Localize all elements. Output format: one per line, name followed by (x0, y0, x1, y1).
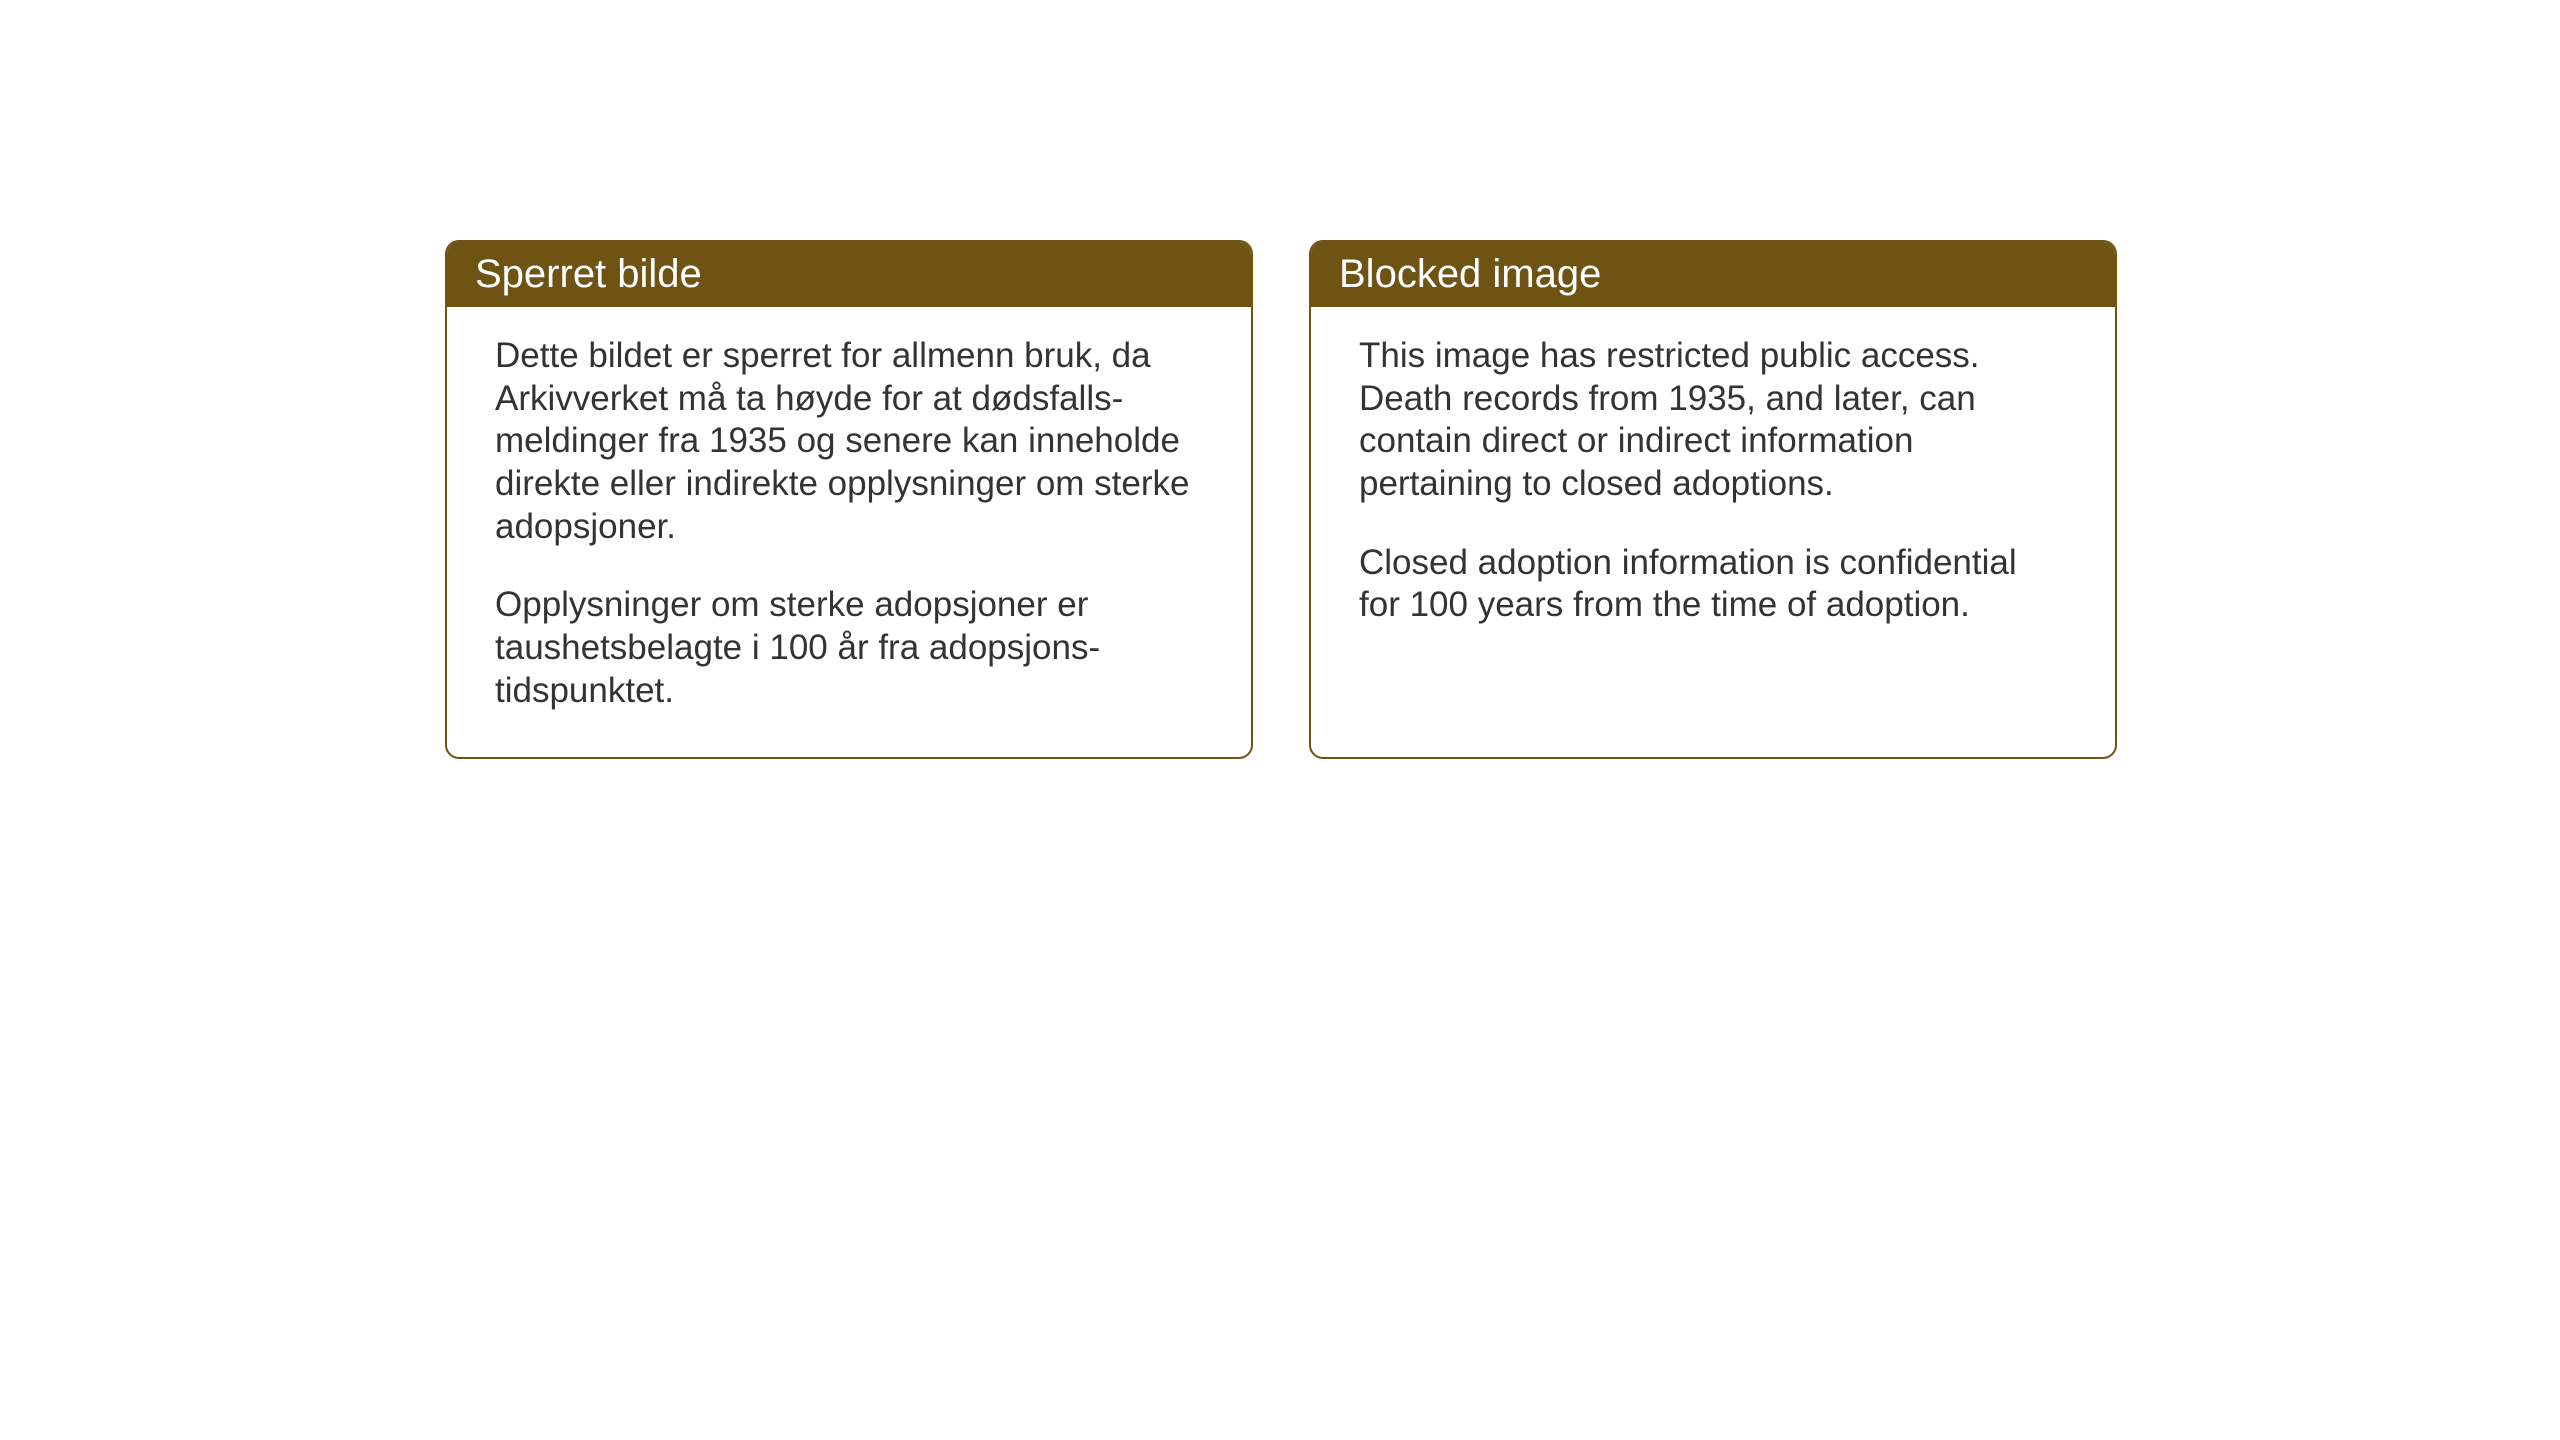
card-english: Blocked image This image has restricted … (1309, 240, 2117, 759)
card-norwegian-body: Dette bildet er sperret for allmenn bruk… (447, 307, 1251, 757)
cards-container: Sperret bilde Dette bildet er sperret fo… (445, 240, 2117, 759)
card-english-header: Blocked image (1311, 242, 2115, 307)
card-norwegian-paragraph-1: Dette bildet er sperret for allmenn bruk… (495, 335, 1203, 548)
card-english-body: This image has restricted public access.… (1311, 307, 2115, 671)
card-norwegian-paragraph-2: Opplysninger om sterke adopsjoner er tau… (495, 584, 1203, 712)
card-english-paragraph-1: This image has restricted public access.… (1359, 335, 2067, 506)
card-norwegian: Sperret bilde Dette bildet er sperret fo… (445, 240, 1253, 759)
card-english-paragraph-2: Closed adoption information is confident… (1359, 542, 2067, 627)
card-norwegian-header: Sperret bilde (447, 242, 1251, 307)
